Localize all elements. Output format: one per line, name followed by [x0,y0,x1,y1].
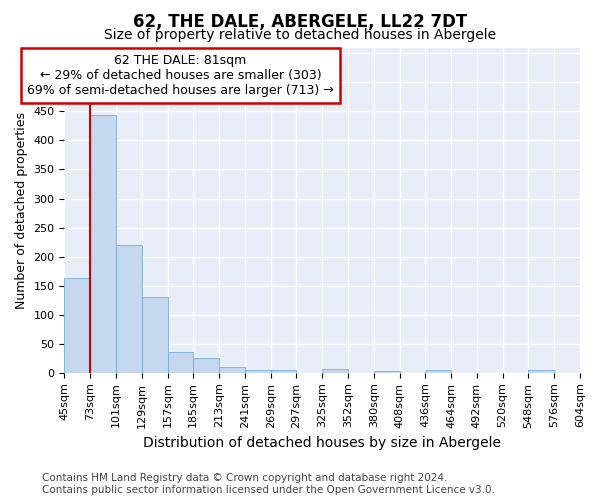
X-axis label: Distribution of detached houses by size in Abergele: Distribution of detached houses by size … [143,436,501,450]
Bar [245,370,271,373]
Bar [219,367,245,373]
Bar [90,116,116,373]
Bar [425,370,451,373]
Text: 62 THE DALE: 81sqm
← 29% of detached houses are smaller (303)
69% of semi-detach: 62 THE DALE: 81sqm ← 29% of detached hou… [27,54,334,97]
Bar [167,352,193,373]
Bar [271,370,296,373]
Bar [116,245,142,373]
Bar [193,358,219,373]
Text: 62, THE DALE, ABERGELE, LL22 7DT: 62, THE DALE, ABERGELE, LL22 7DT [133,12,467,30]
Bar [322,369,348,373]
Y-axis label: Number of detached properties: Number of detached properties [15,112,28,308]
Bar [142,298,167,373]
Bar [529,370,554,373]
Bar [374,371,400,373]
Bar [64,278,90,373]
Text: Contains HM Land Registry data © Crown copyright and database right 2024.
Contai: Contains HM Land Registry data © Crown c… [42,474,495,495]
Text: Size of property relative to detached houses in Abergele: Size of property relative to detached ho… [104,28,496,42]
